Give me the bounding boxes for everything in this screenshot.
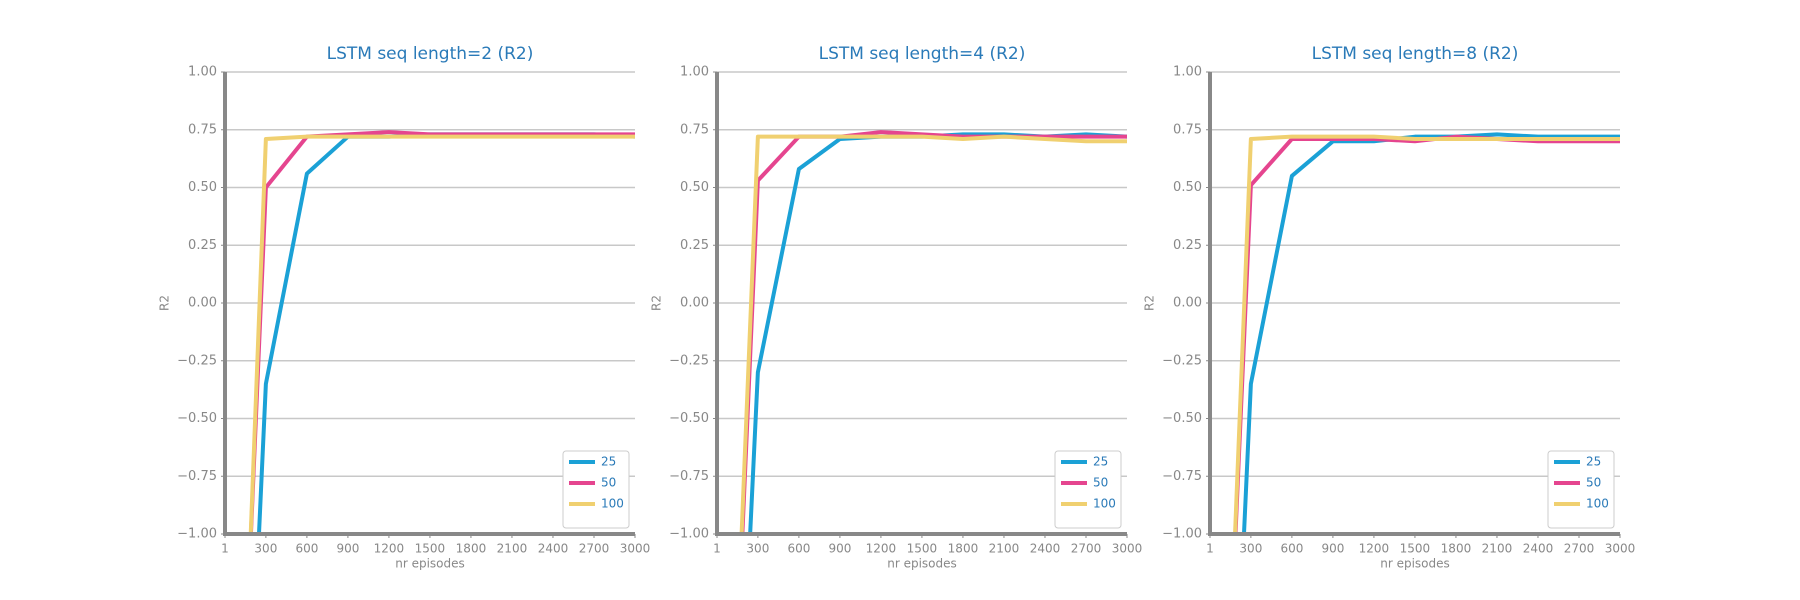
x-tick-label: 1800 [456, 542, 487, 556]
series-line [740, 130, 1127, 534]
y-tick-label: 0.00 [188, 296, 217, 311]
x-tick-label: 1200 [866, 542, 897, 556]
y-tick-label: 1.00 [680, 65, 709, 80]
x-tick-label: 1800 [948, 542, 979, 556]
legend-box [562, 450, 630, 529]
y-axis-label: R2 [650, 295, 664, 311]
y-tick-label: 0.25 [1173, 238, 1202, 253]
y-tick-label: 0.00 [680, 296, 709, 311]
legend-label: 50 [1586, 476, 1601, 490]
x-tick-label: 900 [828, 542, 851, 556]
x-tick-label: 1 [1206, 542, 1214, 556]
x-tick-label: 2100 [989, 542, 1020, 556]
y-tick-label: −0.75 [1162, 469, 1202, 484]
y-tick-label: 0.50 [680, 180, 709, 195]
legend-label: 50 [1093, 476, 1108, 490]
x-tick-label: 2400 [1030, 542, 1061, 556]
panel-title: LSTM seq length=4 (R2) [819, 44, 1026, 64]
legend-box [1547, 450, 1615, 529]
legend: 25 50 100 [1054, 450, 1122, 529]
x-tick-label: 600 [295, 542, 318, 556]
legend-label: 25 [1093, 455, 1108, 469]
series-line [248, 134, 635, 534]
x-tick-label: 300 [746, 542, 769, 556]
y-tick-label: −0.50 [177, 411, 217, 426]
y-tick-label: −1.00 [669, 527, 709, 542]
series-line [739, 134, 1127, 534]
y-tick-label: 0.75 [1173, 122, 1202, 137]
x-tick-label: 2400 [1523, 542, 1554, 556]
legend-label: 100 [1093, 497, 1116, 511]
legend-label: 100 [1586, 497, 1609, 511]
panel: LSTM seq length=4 (R2) −1.00 −0.75 −0.50 −0.… [650, 44, 1143, 571]
x-tick-label: 1200 [374, 542, 405, 556]
y-tick-label: −0.75 [177, 469, 217, 484]
x-tick-label: 900 [1321, 542, 1344, 556]
x-tick-label: 1800 [1441, 542, 1472, 556]
x-tick-label: 2400 [538, 542, 569, 556]
x-axis-label: nr episodes [395, 557, 465, 571]
x-tick-label: 300 [254, 542, 277, 556]
x-tick-label: 1500 [907, 542, 938, 556]
panel-title: LSTM seq length=2 (R2) [327, 44, 534, 64]
legend-box [1054, 450, 1122, 529]
y-tick-label: 0.75 [680, 122, 709, 137]
series-line [1233, 134, 1620, 534]
series-line [248, 130, 635, 534]
legend-label: 50 [601, 476, 616, 490]
panel: LSTM seq length=2 (R2) −1.00 −0.75 −0.50 −0.… [158, 44, 651, 571]
y-tick-label: 1.00 [188, 65, 217, 80]
x-tick-label: 1 [713, 542, 721, 556]
legend-label: 25 [1586, 455, 1601, 469]
y-tick-label: 0.75 [188, 122, 217, 137]
x-tick-label: 300 [1239, 542, 1262, 556]
x-tick-label: 900 [336, 542, 359, 556]
y-tick-label: −0.25 [669, 353, 709, 368]
x-tick-label: 1500 [1400, 542, 1431, 556]
x-tick-label: 2700 [1071, 542, 1102, 556]
y-tick-label: −0.50 [669, 411, 709, 426]
x-tick-label: 2100 [497, 542, 528, 556]
legend: 25 50 100 [562, 450, 630, 529]
y-tick-label: −1.00 [177, 527, 217, 542]
y-tick-label: 0.25 [680, 238, 709, 253]
series-line [1233, 134, 1620, 534]
y-tick-label: 0.50 [188, 180, 217, 195]
series-line [1241, 132, 1620, 534]
y-tick-label: −0.25 [177, 353, 217, 368]
x-tick-label: 1 [221, 542, 229, 556]
x-tick-label: 3000 [1112, 542, 1143, 556]
x-axis-label: nr episodes [887, 557, 957, 571]
series-line [748, 132, 1127, 534]
y-tick-label: 0.25 [188, 238, 217, 253]
y-tick-label: −0.25 [1162, 353, 1202, 368]
y-tick-label: −1.00 [1162, 527, 1202, 542]
y-axis-label: R2 [1143, 295, 1157, 311]
x-tick-label: 2700 [1564, 542, 1595, 556]
y-tick-label: −0.50 [1162, 411, 1202, 426]
y-tick-label: −0.75 [669, 469, 709, 484]
x-tick-label: 3000 [1605, 542, 1636, 556]
y-tick-label: 1.00 [1173, 65, 1202, 80]
x-tick-label: 2100 [1482, 542, 1513, 556]
legend-label: 100 [601, 497, 624, 511]
x-tick-label: 600 [787, 542, 810, 556]
panel-title: LSTM seq length=8 (R2) [1312, 44, 1519, 64]
panel: LSTM seq length=8 (R2) −1.00 −0.75 −0.50 −0.… [1143, 44, 1636, 571]
y-tick-label: 0.00 [1173, 296, 1202, 311]
series-line [256, 132, 635, 534]
y-axis-label: R2 [158, 295, 172, 311]
x-tick-label: 3000 [620, 542, 651, 556]
x-tick-label: 1500 [415, 542, 446, 556]
x-tick-label: 2700 [579, 542, 610, 556]
legend-label: 25 [601, 455, 616, 469]
x-axis-label: nr episodes [1380, 557, 1450, 571]
x-tick-label: 600 [1280, 542, 1303, 556]
legend: 25 50 100 [1547, 450, 1615, 529]
y-tick-label: 0.50 [1173, 180, 1202, 195]
x-tick-label: 1200 [1359, 542, 1390, 556]
